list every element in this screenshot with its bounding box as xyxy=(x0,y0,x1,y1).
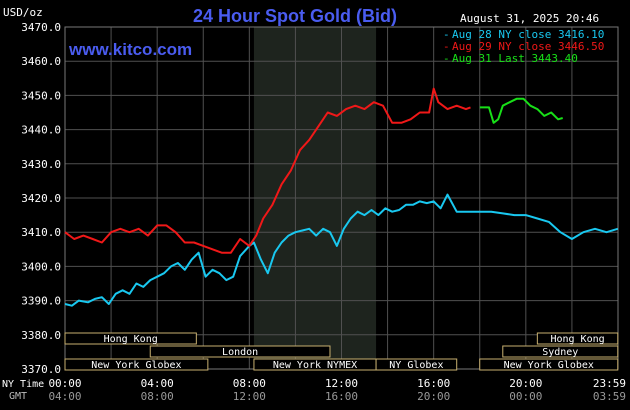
x-tick-label-gmt: 16:00 xyxy=(325,390,358,403)
session-bar xyxy=(479,358,619,371)
y-tick-label: 3370.0 xyxy=(21,363,61,376)
sessions-layer: Hong Kong London New York Globex New York N… xyxy=(64,332,619,371)
y-tick-label: 3460.0 xyxy=(21,55,61,68)
timestamp-label: August 31, 2025 20:46 xyxy=(460,12,599,25)
y-tick-labels: 3470.0 3460.0 3450.0 3440.0 3430.0 3420.0 3410… xyxy=(21,21,61,376)
x-tick-label-ny: 23:59 xyxy=(593,377,626,390)
series-line-3 xyxy=(479,97,563,124)
session-label: New York Globex xyxy=(91,360,181,371)
y-tick-label: 3430.0 xyxy=(21,158,61,171)
session-label: London xyxy=(222,347,258,358)
x-tick-label-ny: 12:00 xyxy=(325,377,358,390)
session-label: Sydney xyxy=(542,347,578,358)
y-tick-label: 3420.0 xyxy=(21,192,61,205)
chart-title: 24 Hour Spot Gold (Bid) xyxy=(193,6,397,26)
y-tick-label: 3400.0 xyxy=(21,260,61,273)
session-label: New York Globex xyxy=(504,360,594,371)
x-tick-label-ny: 16:00 xyxy=(417,377,450,390)
session-bar xyxy=(375,358,458,371)
legend-entry-series-2: Aug 29 NY close 3446.50 xyxy=(452,40,604,53)
session-bar xyxy=(149,345,331,358)
y-tick-label: 3380.0 xyxy=(21,329,61,342)
session-label: NY Globex xyxy=(389,360,443,371)
x-tick-label-ny: 20:00 xyxy=(509,377,542,390)
session-bar xyxy=(502,345,619,358)
legend: - Aug 28 NY close 3416.10 - Aug 29 NY cl… xyxy=(443,28,604,65)
session-label: Hong Kong xyxy=(550,334,604,345)
x-tick-label-ny: 08:00 xyxy=(233,377,266,390)
series-line-2 xyxy=(64,87,471,254)
y-tick-label: 3410.0 xyxy=(21,226,61,239)
x-tick-label-gmt: 12:00 xyxy=(233,390,266,403)
legend-marker-series-2: - xyxy=(443,40,450,53)
session-bar xyxy=(64,332,197,345)
y-tick-label: 3470.0 xyxy=(21,21,61,34)
legend-entry-series-3: Aug 31 Last 3443.40 xyxy=(452,52,578,65)
y-axis-unit-label: USD/oz xyxy=(3,6,43,19)
legend-marker-series-3: - xyxy=(443,52,450,65)
session-bar xyxy=(536,332,619,345)
session-label: New York NYMEX xyxy=(273,360,357,371)
x-tick-label-gmt: 00:00 xyxy=(509,390,542,403)
x-tick-label-gmt: 04:00 xyxy=(48,390,81,403)
session-bar xyxy=(64,358,209,371)
series-line-1 xyxy=(64,193,619,307)
y-tick-label: 3390.0 xyxy=(21,295,61,308)
y-tick-label: 3450.0 xyxy=(21,89,61,102)
series-layer xyxy=(64,87,619,307)
website-label: www.kitco.com xyxy=(68,40,192,59)
ny-time-row-label: NY Time xyxy=(2,379,44,390)
gmt-row-label: GMT xyxy=(9,391,27,402)
x-tick-label-ny: 04:00 xyxy=(141,377,174,390)
legend-marker-series-1: - xyxy=(443,28,450,41)
x-tick-labels: 00:00 04:00 08:00 12:00 16:00 20:00 23:5904:00… xyxy=(48,377,626,403)
x-tick-label-gmt: 03:59 xyxy=(593,390,626,403)
legend-entry-series-1: Aug 28 NY close 3416.10 xyxy=(452,28,604,41)
session-label: Hong Kong xyxy=(104,334,158,345)
y-tick-label: 3440.0 xyxy=(21,124,61,137)
x-tick-label-gmt: 08:00 xyxy=(141,390,174,403)
x-tick-label-gmt: 20:00 xyxy=(417,390,450,403)
x-tick-label-ny: 00:00 xyxy=(48,377,81,390)
